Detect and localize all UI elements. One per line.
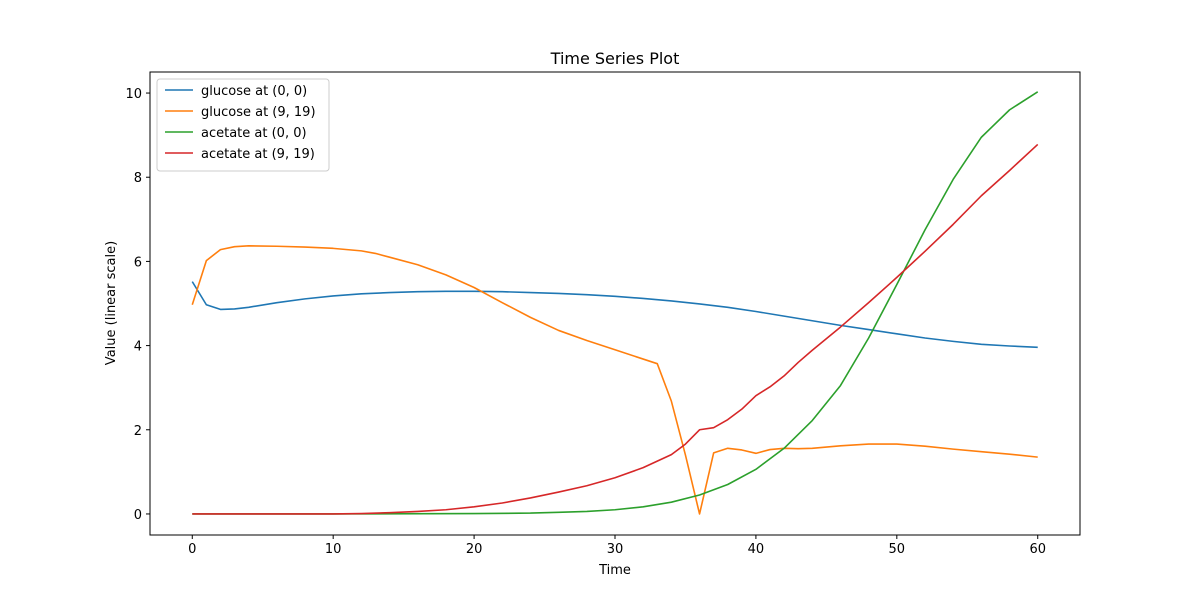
y-axis-label: Value (linear scale) xyxy=(104,241,119,365)
series-line-3 xyxy=(192,143,1039,515)
legend-label-1: glucose at (9, 19) xyxy=(201,105,316,120)
y-tick-label: 2 xyxy=(134,424,142,439)
x-tick-label: 30 xyxy=(607,542,624,557)
series-line-0 xyxy=(191,281,1038,349)
chart-title: Time Series Plot xyxy=(550,49,680,68)
x-tick-label: 60 xyxy=(1029,542,1046,557)
legend: glucose at (0, 0) glucose at (9, 19) aceta… xyxy=(156,78,330,172)
x-axis-ticks: 0 10 20 30 40 50 60 xyxy=(188,535,1046,557)
series-line-2 xyxy=(192,91,1039,515)
y-tick-label: 8 xyxy=(134,171,142,186)
x-tick-label: 50 xyxy=(889,542,906,557)
legend-box xyxy=(156,78,330,172)
y-tick-label: 0 xyxy=(134,508,142,523)
legend-label-3: acetate at (9, 19) xyxy=(201,147,315,162)
x-tick-label: 0 xyxy=(188,542,196,557)
y-tick-label: 10 xyxy=(125,87,142,102)
legend-label-0: glucose at (0, 0) xyxy=(201,84,307,99)
y-axis-ticks: 0 2 4 6 8 10 xyxy=(125,87,150,523)
series-line-1 xyxy=(191,245,1038,515)
y-tick-label: 4 xyxy=(134,340,142,355)
x-axis-label: Time xyxy=(598,563,631,578)
series-layer xyxy=(191,91,1039,515)
legend-label-2: acetate at (0, 0) xyxy=(201,126,307,141)
x-tick-label: 10 xyxy=(325,542,342,557)
x-tick-label: 20 xyxy=(466,542,483,557)
y-tick-label: 6 xyxy=(134,255,142,270)
x-tick-label: 40 xyxy=(748,542,765,557)
